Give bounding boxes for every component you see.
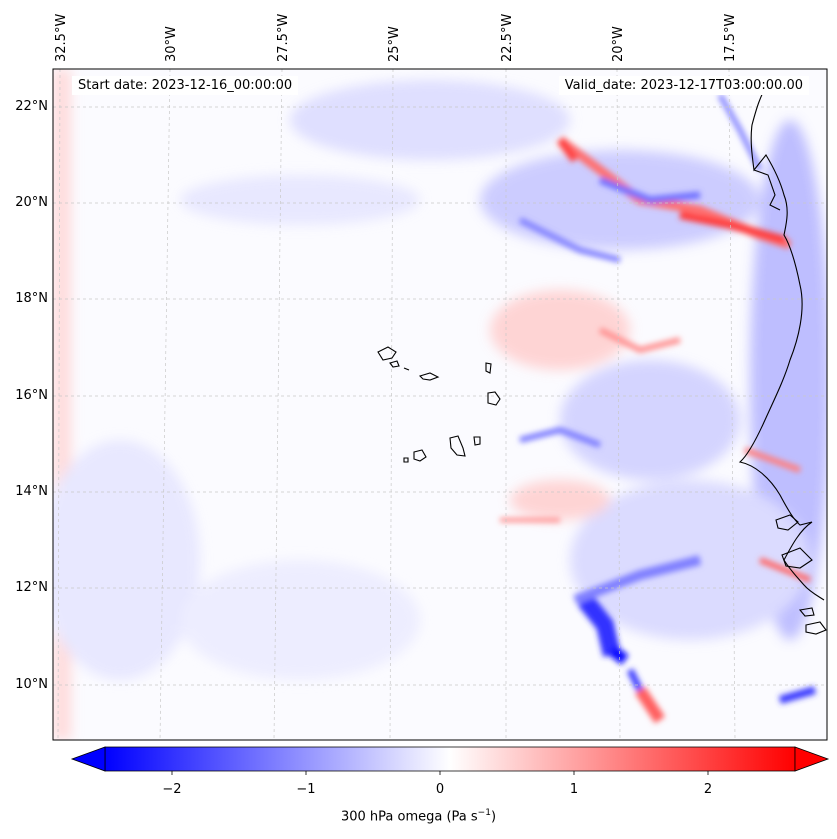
lon-label: 20°W: [611, 26, 626, 62]
lat-label: 14°N: [15, 484, 48, 499]
lon-label: 17.5°W: [723, 13, 738, 62]
lon-label: 27.5°W: [276, 13, 291, 62]
gridlines: [53, 69, 827, 740]
lon-label: 32.5°W: [54, 13, 69, 62]
colorbar-body: [104, 746, 796, 772]
lat-label: 12°N: [15, 580, 48, 595]
lon-label: 30°W: [164, 26, 179, 62]
lat-label: 20°N: [15, 195, 48, 210]
coastline: [377, 79, 827, 635]
lat-label: 16°N: [15, 388, 48, 403]
colorbar-tick-label: 1: [569, 782, 579, 797]
colorbar-title-exponent: −1: [477, 808, 491, 818]
lat-label: 18°N: [15, 291, 48, 306]
lon-label: 22.5°W: [500, 13, 515, 62]
valid-date-label: Valid_date: 2023-12-17T03:00:00.00: [558, 76, 809, 95]
colorbar-tick-label: −1: [296, 782, 316, 797]
colorbar-title-suffix: ): [490, 809, 497, 825]
lat-label: 22°N: [15, 99, 48, 114]
colorbar-tick-label: 0: [435, 782, 445, 797]
colorbar-max-arrow: [794, 746, 830, 772]
colorbar-tick-label: −2: [162, 782, 182, 797]
lat-label: 10°N: [15, 677, 48, 692]
colorbar-min-arrow: [70, 746, 106, 772]
colorbar-tick-label: 2: [703, 782, 713, 797]
colorbar-title: 300 hPa omega (Pa s−1): [0, 808, 837, 824]
start-date-label: Start date: 2023-12-16_00:00:00: [72, 76, 299, 95]
colorbar-title-prefix: 300 hPa omega (Pa s: [340, 809, 478, 825]
omega-field: [53, 69, 827, 740]
lon-label: 25°W: [387, 26, 402, 62]
colorbar-ticks: [171, 771, 709, 775]
map-frame: [52, 68, 828, 741]
